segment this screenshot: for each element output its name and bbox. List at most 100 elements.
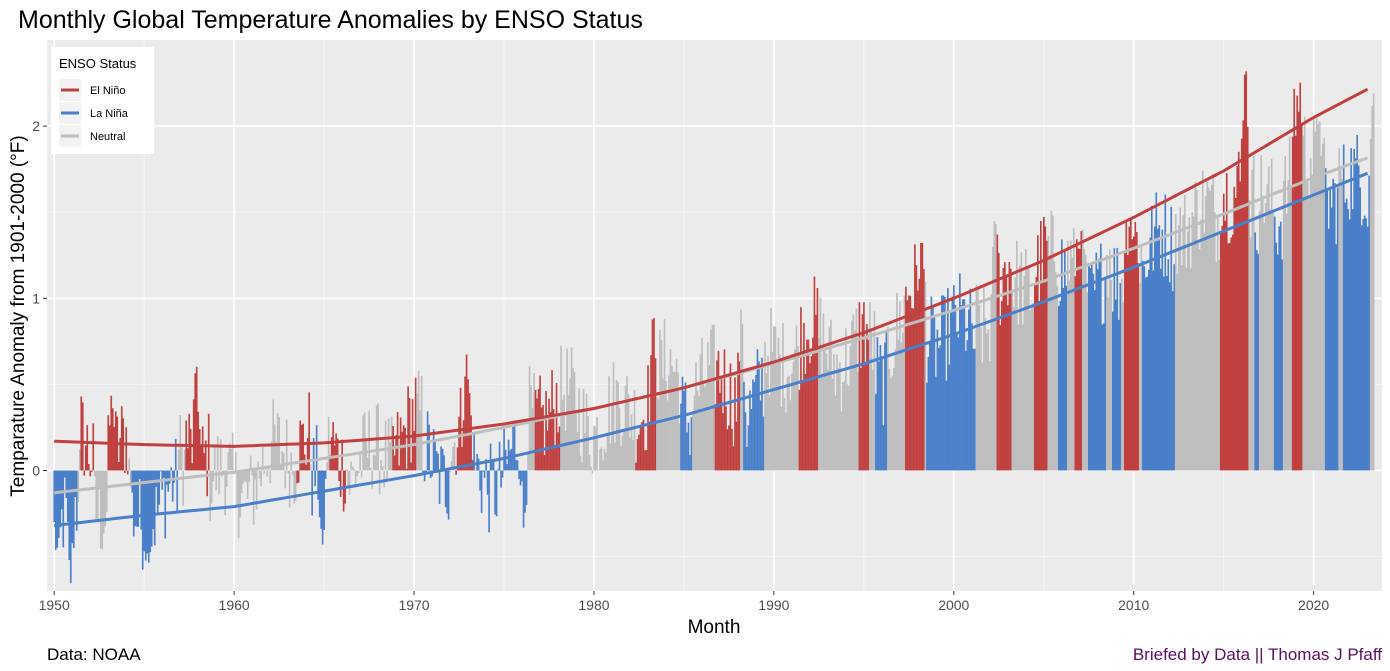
- anomaly-bar: [735, 421, 738, 471]
- anomaly-bar: [482, 470, 484, 472]
- anomaly-bar: [516, 460, 519, 471]
- anomaly-bar: [336, 438, 339, 471]
- anomaly-bar: [1057, 306, 1060, 471]
- anomaly-bar: [363, 412, 366, 471]
- anomaly-bar: [1092, 273, 1095, 471]
- anomaly-bar: [57, 470, 60, 538]
- anomaly-bar: [876, 337, 879, 471]
- anomaly-bar: [761, 357, 763, 471]
- anomaly-bar: [1225, 173, 1228, 471]
- anomaly-bar: [780, 407, 783, 471]
- anomaly-bar: [1206, 181, 1209, 471]
- anomaly-bar: [269, 470, 271, 484]
- anomaly-bar: [359, 454, 361, 471]
- anomaly-bar: [209, 470, 212, 521]
- anomaly-bar: [93, 470, 96, 477]
- anomaly-bar: [1338, 148, 1341, 471]
- anomaly-bar: [948, 364, 951, 471]
- anomaly-bar: [1137, 263, 1140, 471]
- anomaly-bar: [962, 299, 964, 471]
- anomaly-bar: [633, 390, 636, 471]
- anomaly-bar: [1204, 195, 1207, 471]
- anomaly-bar: [1368, 175, 1371, 471]
- anomaly-bar: [215, 470, 218, 491]
- anomaly-bar: [404, 427, 406, 471]
- anomaly-bar: [1078, 248, 1081, 471]
- anomaly-bar: [1149, 237, 1152, 471]
- anomaly-bar: [474, 470, 477, 471]
- anomaly-bar: [1243, 74, 1246, 471]
- anomaly-bar: [329, 455, 331, 471]
- anomaly-bar: [342, 470, 345, 512]
- anomaly-bar: [1110, 280, 1113, 471]
- anomaly-bar: [782, 323, 784, 471]
- anomaly-bar: [1275, 242, 1278, 471]
- anomaly-bar: [1102, 323, 1105, 471]
- anomaly-bar: [785, 412, 787, 471]
- anomaly-bar: [1285, 213, 1288, 471]
- anomaly-bar: [1366, 226, 1369, 471]
- anomaly-bar: [774, 326, 777, 471]
- anomaly-bar: [156, 470, 159, 515]
- anomaly-bar: [323, 470, 325, 530]
- anomaly-bar: [173, 470, 176, 483]
- anomaly-bar: [1269, 209, 1272, 471]
- anomaly-bar: [956, 332, 958, 471]
- anomaly-bar: [234, 451, 237, 471]
- anomaly-bar: [102, 470, 105, 534]
- anomaly-bar: [188, 413, 191, 471]
- anomaly-bar: [765, 373, 768, 471]
- anomaly-bar: [545, 390, 547, 471]
- anomaly-bar: [984, 318, 987, 471]
- anomaly-bar: [128, 458, 131, 471]
- anomaly-bar: [881, 356, 883, 471]
- anomaly-bar: [621, 435, 624, 471]
- anomaly-bar: [737, 352, 739, 471]
- anomaly-bar: [717, 350, 720, 471]
- anomaly-bar: [668, 375, 670, 471]
- anomaly-bar: [125, 427, 128, 471]
- anomaly-bar: [993, 221, 996, 471]
- anomaly-bar: [612, 362, 615, 471]
- anomaly-bar: [777, 337, 780, 471]
- anomaly-bar: [1191, 212, 1194, 471]
- anomaly-bar: [179, 415, 182, 471]
- y-tick-label: 0: [32, 462, 40, 478]
- anomaly-bar: [1140, 247, 1143, 471]
- anomaly-bar: [1239, 181, 1242, 471]
- x-axis: 1950 1960 1970 1980 1990 2000 2010 2020: [39, 591, 1329, 613]
- anomaly-bar: [1056, 285, 1059, 471]
- anomaly-bar: [902, 332, 904, 471]
- anomaly-bar: [1101, 324, 1104, 471]
- anomaly-bar: [56, 470, 59, 548]
- anomaly-bar: [1034, 285, 1036, 471]
- anomaly-bar: [1086, 292, 1089, 471]
- anomaly-bar: [942, 295, 945, 471]
- anomaly-bar: [788, 375, 790, 471]
- anomaly-bar: [1356, 134, 1359, 471]
- anomaly-bar: [804, 374, 807, 471]
- anomaly-bar: [908, 295, 910, 471]
- anomaly-bar: [638, 434, 640, 471]
- anomaly-bar: [408, 397, 411, 471]
- anomaly-bar: [828, 327, 831, 471]
- anomaly-bar: [1297, 111, 1300, 471]
- anomaly-bar: [656, 397, 658, 471]
- anomaly-bar: [1162, 276, 1165, 471]
- anomaly-bar: [438, 470, 441, 505]
- anomaly-bar: [273, 424, 276, 471]
- anomaly-bar: [812, 337, 814, 471]
- anomaly-bar: [191, 463, 194, 471]
- anomaly-bar: [624, 385, 627, 471]
- anomaly-bar: [950, 310, 952, 471]
- anomaly-bar: [1120, 278, 1123, 471]
- anomaly-bar: [842, 382, 844, 471]
- anomaly-bar: [216, 436, 219, 471]
- anomaly-bar: [594, 426, 597, 471]
- anomaly-bar: [1087, 263, 1090, 471]
- anomaly-bar: [990, 293, 993, 471]
- anomaly-bar: [1119, 282, 1122, 471]
- anomaly-bar: [84, 445, 87, 471]
- anomaly-bar: [764, 341, 766, 471]
- anomaly-bar: [536, 398, 538, 471]
